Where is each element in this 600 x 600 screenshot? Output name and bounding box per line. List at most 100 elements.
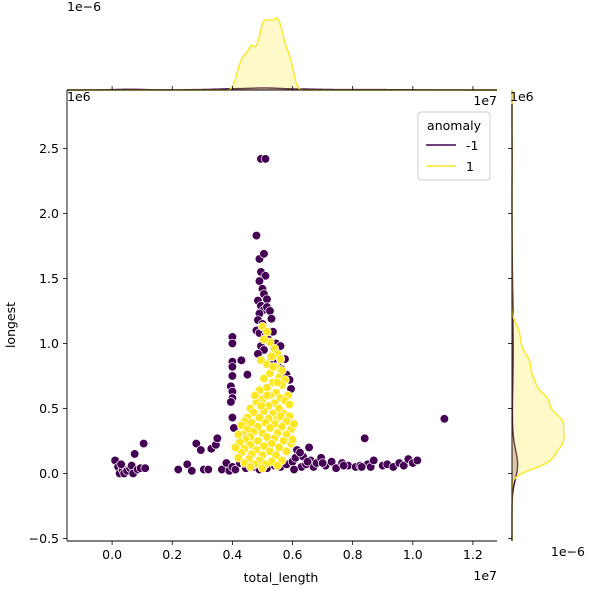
scatter-point-anomaly-1 (265, 423, 275, 433)
scatter-point-anomaly-neg1 (357, 462, 367, 472)
scatter-point-anomaly-neg1 (187, 466, 197, 476)
scatter-point-anomaly-1 (230, 442, 241, 453)
x-tick-label: 0.6 (283, 547, 303, 562)
scatter-point-anomaly-1 (272, 377, 283, 388)
scatter-point-anomaly-neg1 (191, 438, 201, 449)
scatter-point-anomaly-1 (281, 446, 292, 456)
scatter-point-anomaly-neg1 (265, 306, 275, 316)
scatter-point-anomaly-neg1 (212, 433, 222, 443)
scatter-point-anomaly-neg1 (140, 463, 150, 473)
scatter-point-anomaly-neg1 (259, 249, 269, 259)
y-offset-text: 1e6 (67, 89, 91, 104)
y-tick-label: −0.5 (29, 531, 59, 546)
scatter-point-anomaly-1 (275, 411, 286, 421)
scatter-point-anomaly-neg1 (295, 447, 305, 458)
scatter-point-anomaly-neg1 (116, 459, 126, 469)
scatter-point-anomaly-neg1 (227, 362, 238, 372)
y-tick-label: 2.5 (39, 141, 59, 156)
scatter-point-anomaly-neg1 (227, 412, 238, 423)
scatter-point-anomaly-1 (284, 399, 295, 410)
x-axis-ticks: 0.0 0.2 0.4 0.6 0.8 1.0 1.2 (102, 86, 483, 562)
scatter-points (110, 154, 450, 479)
scatter-point-anomaly-neg1 (289, 464, 299, 475)
scatter-point-anomaly-neg1 (360, 433, 370, 443)
x-tick-label: 0.4 (222, 547, 242, 562)
y-tick-label: 1.5 (39, 271, 59, 286)
y-tick-label: 0.0 (39, 466, 59, 481)
scatter-point-anomaly-1 (256, 401, 266, 411)
scatter-point-anomaly-1 (262, 327, 272, 337)
kde-fill (512, 90, 565, 541)
y-tick-label: 1.0 (39, 336, 59, 351)
scatter-point-anomaly-1 (257, 463, 268, 473)
scatter-point-anomaly-neg1 (254, 276, 265, 286)
scatter-point-anomaly-neg1 (227, 371, 238, 381)
scatter-point-anomaly-neg1 (260, 154, 271, 164)
x-tick-label: 0.2 (162, 547, 182, 562)
x-offset-text: 1e7 (473, 568, 497, 583)
scatter-point-anomaly-1 (233, 429, 244, 440)
legend-box (417, 111, 491, 181)
legend-label-1: 1 (466, 159, 474, 174)
scatter-point-anomaly-1 (259, 334, 269, 345)
top-marginal-offset-text: 1e−6 (67, 0, 101, 14)
scatter-point-anomaly-neg1 (130, 449, 140, 459)
scatter-point-anomaly-1 (259, 441, 269, 451)
x-tick-label: 1.0 (403, 547, 423, 562)
scatter-point-anomaly-neg1 (369, 455, 379, 466)
scatter-point-anomaly-neg1 (139, 438, 149, 449)
scatter-point-anomaly-neg1 (251, 230, 262, 241)
scatter-point-anomaly-1 (259, 373, 269, 384)
y-axis-ticks: −0.5 0.0 0.5 1.0 1.5 2.0 2.5 (29, 141, 512, 546)
scatter-point-anomaly-neg1 (399, 460, 409, 471)
scatter-point-anomaly-neg1 (302, 457, 313, 467)
kde-fill (512, 90, 518, 541)
scatter-point-anomaly-1 (245, 462, 256, 472)
legend-label-neg1: -1 (466, 138, 478, 153)
right-marginal-offset-text: 1e6 (510, 89, 534, 104)
legend: anomaly -1 1 (417, 111, 491, 181)
scatter-point-anomaly-neg1 (317, 458, 328, 468)
x-tick-label: 0.8 (343, 547, 363, 562)
scatter-point-anomaly-1 (277, 421, 287, 432)
scatter-point-anomaly-neg1 (230, 464, 241, 475)
scatter-point-anomaly-1 (262, 390, 272, 401)
scatter-point-anomaly-neg1 (260, 271, 271, 281)
scatter-point-anomaly-neg1 (203, 464, 213, 475)
scatter-point-anomaly-1 (254, 412, 265, 423)
scatter-point-anomaly-neg1 (326, 457, 337, 467)
scatter-point-anomaly-1 (289, 419, 299, 429)
scatter-point-anomaly-1 (287, 434, 298, 445)
scatter-point-anomaly-neg1 (226, 397, 236, 407)
scatter-point-anomaly-1 (253, 436, 263, 446)
y-axis-title: longest (3, 302, 18, 348)
y-tick-label: 2.0 (39, 206, 59, 221)
scatter-point-anomaly-neg1 (182, 459, 192, 469)
x-tick-label: 1.2 (463, 547, 483, 562)
x-offset-text-top: 1e7 (473, 93, 497, 108)
scatter-point-anomaly-neg1 (173, 464, 183, 475)
scatter-point-anomaly-neg1 (266, 314, 277, 324)
scatter-point-anomaly-neg1 (242, 369, 253, 380)
scatter-point-anomaly-1 (271, 450, 281, 460)
scatter-point-anomaly-neg1 (304, 442, 314, 453)
right-marginal-offset-text-bottom: 1e−6 (551, 544, 585, 559)
scatter-point-anomaly-neg1 (412, 455, 422, 466)
scatter-point-anomaly-1 (248, 407, 259, 417)
legend-title: anomaly (427, 118, 482, 133)
y-tick-label: 0.5 (39, 401, 59, 416)
scatter-point-anomaly-neg1 (338, 460, 349, 471)
scatter-point-anomaly-1 (233, 453, 244, 463)
scatter-point-anomaly-1 (266, 351, 277, 362)
scatter-point-anomaly-neg1 (196, 445, 206, 455)
scatter-point-anomaly-1 (272, 460, 283, 471)
scatter-point-anomaly-neg1 (236, 355, 247, 365)
axes-frames (66, 89, 513, 542)
kde-fill (67, 18, 497, 90)
scatter-point-anomaly-neg1 (227, 338, 238, 349)
scatter-point-anomaly-neg1 (439, 414, 450, 424)
scatter-point-anomaly-1 (268, 362, 278, 372)
scatter-point-anomaly-1 (250, 390, 260, 401)
